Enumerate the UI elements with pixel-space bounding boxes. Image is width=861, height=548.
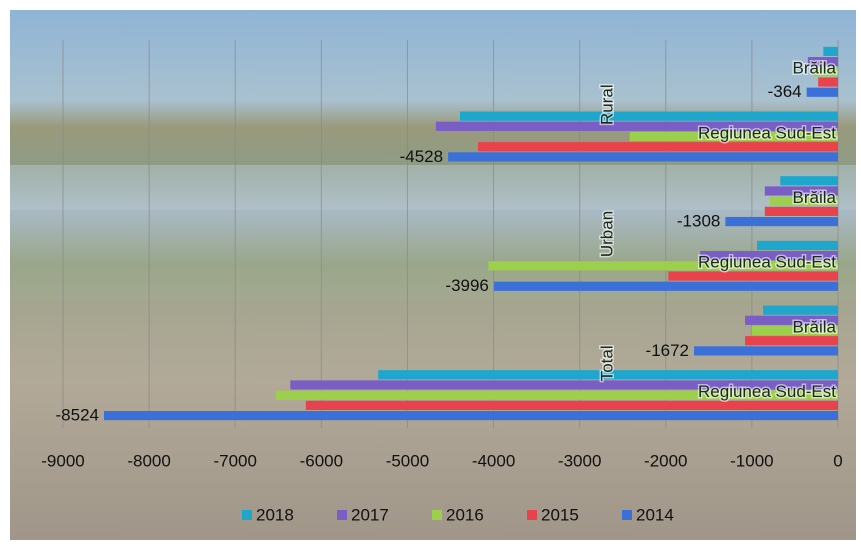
data-label: -364	[768, 82, 802, 101]
x-tick-label: -9000	[41, 451, 84, 470]
bar	[694, 346, 838, 356]
legend-swatch	[337, 510, 347, 520]
legend-label: 2015	[541, 505, 579, 524]
bar	[764, 206, 838, 216]
river	[10, 165, 856, 210]
category-label: Brăila	[793, 317, 837, 336]
bar	[459, 111, 838, 121]
bar	[435, 121, 838, 131]
data-label: -3996	[445, 276, 488, 295]
category-label: Regiunea Sud-Est	[698, 382, 836, 401]
bar	[823, 46, 838, 57]
bar	[103, 410, 838, 421]
bar	[757, 240, 838, 251]
data-label: -1672	[646, 341, 689, 360]
legend-swatch	[242, 510, 252, 520]
bar	[668, 271, 838, 281]
group-label: Rural	[597, 84, 616, 125]
bar	[290, 380, 838, 390]
bar	[725, 216, 838, 227]
x-tick-label: -4000	[472, 451, 515, 470]
bar	[745, 336, 838, 346]
bar	[629, 131, 838, 142]
bar	[700, 251, 838, 261]
x-tick-label: -2000	[644, 451, 687, 470]
x-tick-label: 0	[833, 451, 842, 470]
bar	[807, 57, 838, 67]
bar	[378, 370, 838, 380]
category-label: Regiunea Sud-Est	[698, 253, 836, 272]
legend-label: 2018	[256, 505, 294, 524]
bar	[763, 305, 838, 315]
data-label: -8524	[56, 406, 99, 425]
category-label: Brăila	[793, 188, 837, 207]
data-label: -1308	[677, 212, 720, 231]
category-label: Brăila	[793, 59, 837, 78]
bar	[751, 325, 838, 336]
bar	[275, 390, 838, 400]
bar	[769, 196, 838, 206]
bar	[806, 87, 838, 97]
bar	[745, 315, 838, 325]
group-label: Urban	[597, 211, 616, 257]
bar	[448, 152, 838, 162]
category-label: Regiunea Sud-Est	[698, 123, 836, 142]
group-label: Total	[597, 345, 616, 381]
legend-swatch	[527, 510, 537, 520]
bar	[780, 176, 838, 186]
legend-swatch	[622, 510, 632, 520]
legend-swatch	[432, 510, 442, 520]
legend-label: 2016	[446, 505, 484, 524]
bar	[305, 400, 838, 410]
x-tick-label: -7000	[213, 451, 256, 470]
bar	[488, 261, 838, 271]
data-label: -4528	[400, 147, 443, 166]
bar	[478, 142, 838, 152]
x-tick-label: -6000	[300, 451, 343, 470]
x-tick-label: -5000	[386, 451, 429, 470]
bar	[813, 67, 838, 77]
x-tick-label: -3000	[558, 451, 601, 470]
x-tick-label: -1000	[730, 451, 773, 470]
legend-label: 2014	[636, 505, 674, 524]
bar	[764, 186, 838, 196]
legend-label: 2017	[351, 505, 389, 524]
x-tick-label: -8000	[127, 451, 170, 470]
bar	[493, 281, 838, 291]
bar	[818, 77, 838, 87]
